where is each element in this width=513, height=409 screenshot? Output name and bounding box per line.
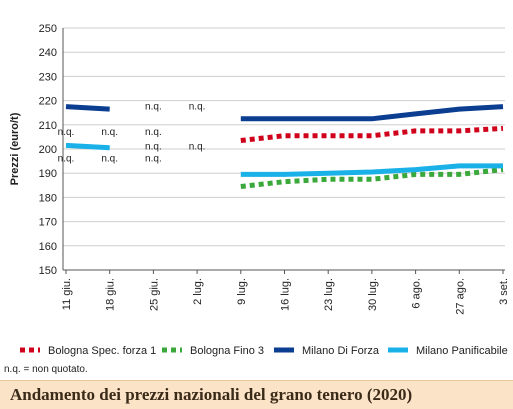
- x-tick-label: 25 giu.: [148, 278, 160, 311]
- y-tick-label: 190: [39, 168, 57, 180]
- x-tick-label: 9 lug.: [236, 278, 248, 305]
- x-tick-label: 30 lug.: [367, 278, 379, 311]
- annotation-nq: n.q.: [101, 127, 118, 138]
- y-tick-label: 250: [39, 23, 57, 35]
- x-tick-label: 6 ago.: [411, 278, 423, 309]
- x-tick-label: 11 giu.: [61, 278, 73, 310]
- y-tick-label: 170: [39, 217, 57, 229]
- y-tick-label: 220: [39, 96, 57, 108]
- annotation-nq: n.q.: [145, 142, 162, 153]
- series-lines: [65, 104, 504, 189]
- axes: 150 160 170 180 190 200 210 220 230 240 250 11 giu.…: [39, 23, 510, 315]
- annotation-nq: n.q.: [101, 154, 118, 165]
- annotation-nq: n.q.: [189, 102, 206, 113]
- annotation-nq: n.q.: [58, 127, 75, 138]
- footnote: n.q. = non quotato.: [4, 364, 88, 375]
- legend: Bologna Spec. forza 1 Bologna Fino 3 Milan…: [20, 345, 508, 357]
- y-tick-label: 150: [39, 265, 57, 277]
- x-tick-label: 23 lug.: [323, 278, 335, 311]
- series-line-2-segment-1: [240, 104, 504, 122]
- y-tick-label: 210: [39, 120, 57, 132]
- annotations: n.q. n.q.n.q. n.q. n.q.n.q. n.q.n.q. n.q. n.q.: [58, 102, 206, 165]
- x-tick-label: 27 ago.: [454, 278, 466, 315]
- annotation-nq: n.q.: [145, 102, 162, 113]
- x-tick-label: 2 lug.: [192, 278, 204, 305]
- y-tick-label: 240: [39, 47, 57, 59]
- y-axis-label: Prezzi (euro/t): [9, 112, 21, 185]
- line-chart: 150 160 170 180 190 200 210 220 230 240 250 11 giu.…: [9, 23, 510, 357]
- grid-lines: [63, 27, 505, 247]
- series-line-0-segment-0: [240, 125, 504, 143]
- legend-label-0: Bologna Spec. forza 1: [48, 345, 156, 357]
- x-tick-label: 3 set.: [498, 278, 510, 305]
- annotation-nq: n.q.: [145, 154, 162, 165]
- annotation-nq: n.q.: [58, 154, 75, 165]
- y-tick-label: 230: [39, 71, 57, 83]
- annotation-nq: n.q.: [145, 127, 162, 138]
- x-tick-label: 16 lug.: [280, 278, 292, 311]
- x-tick-label: 18 giu.: [105, 278, 117, 311]
- legend-label-1: Bologna Fino 3: [190, 345, 264, 357]
- series-line-3-segment-1: [240, 163, 503, 177]
- series-line-3-segment-0: [65, 142, 110, 151]
- y-tick-label: 160: [39, 241, 57, 253]
- legend-label-2: Milano Di Forza: [302, 345, 380, 357]
- y-tick-label: 180: [39, 192, 57, 204]
- chart-title: Andamento dei prezzi nazionali del grano…: [10, 385, 413, 404]
- legend-label-3: Milano Panificabile: [416, 345, 508, 357]
- caption-bar: Andamento dei prezzi nazionali del grano…: [0, 380, 513, 409]
- annotation-nq: n.q.: [189, 142, 206, 153]
- series-line-1-segment-0: [240, 167, 504, 189]
- y-tick-label: 200: [39, 144, 57, 156]
- series-line-2-segment-0: [65, 104, 110, 112]
